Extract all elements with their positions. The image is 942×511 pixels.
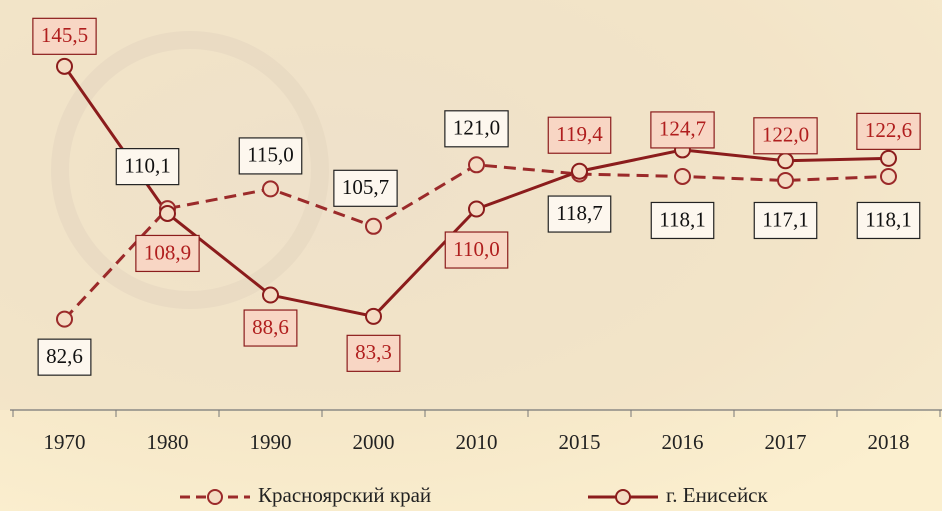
point-marker: [262, 286, 279, 304]
legend-label: Красноярский край: [258, 483, 431, 507]
x-tick-label: 1990: [250, 430, 292, 454]
point-marker: [777, 152, 794, 170]
point-marker: [880, 149, 897, 167]
data-label-box: [115, 148, 180, 186]
point-marker: [468, 200, 485, 218]
data-label: 83,3: [355, 340, 392, 364]
point-marker: [262, 180, 279, 198]
point-marker: [777, 171, 794, 189]
data-label: 110,0: [453, 237, 499, 261]
point-marker: [365, 307, 382, 325]
data-label: 121,0: [453, 116, 500, 140]
data-label-box: [37, 338, 92, 376]
data-label: 145,5: [41, 23, 88, 47]
data-label-box: [650, 111, 715, 149]
point-marker: [56, 57, 73, 75]
data-label: 119,4: [556, 122, 603, 146]
x-tick-label: 2018: [868, 430, 910, 454]
data-label-box: [547, 116, 612, 154]
legend-label: г. Енисейск: [666, 483, 769, 507]
data-label-box: [444, 110, 509, 148]
legend-marker: [207, 489, 223, 505]
x-tick-label: 2000: [353, 430, 395, 454]
data-label: 105,7: [342, 175, 389, 199]
data-label: 122,6: [865, 118, 912, 142]
data-label: 118,1: [659, 207, 705, 231]
legend-marker: [615, 489, 631, 505]
data-label-box: [650, 201, 715, 240]
point-marker: [468, 156, 485, 174]
data-label: 82,6: [46, 344, 83, 368]
point-marker: [56, 310, 73, 328]
data-label-box: [333, 169, 398, 207]
x-tick-label: 2015: [559, 430, 601, 454]
data-label: 124,7: [659, 117, 706, 141]
data-label-box: [243, 309, 298, 347]
x-tick-label: 1970: [44, 430, 86, 454]
data-label-box: [856, 112, 921, 150]
x-tick-label: 2016: [662, 430, 704, 454]
point-marker: [880, 167, 897, 185]
data-label-box: [135, 234, 200, 273]
data-label: 118,1: [865, 207, 911, 231]
data-label-box: [444, 231, 509, 269]
data-label: 115,0: [247, 143, 293, 167]
x-tick-label: 2010: [456, 430, 498, 454]
data-label: 108,9: [144, 240, 191, 264]
point-marker: [674, 167, 691, 185]
data-label: 122,0: [762, 123, 809, 147]
data-label-box: [753, 117, 818, 155]
data-label: 118,7: [556, 201, 602, 225]
data-label: 110,1: [124, 153, 170, 177]
data-label-box: [346, 334, 401, 372]
data-label-box: [547, 195, 612, 233]
point-marker: [571, 162, 588, 180]
data-label-box: [753, 201, 818, 240]
data-label-box: [238, 137, 303, 175]
data-label: 88,6: [252, 315, 289, 339]
data-label-box: [32, 17, 97, 55]
data-label-box: [856, 201, 921, 240]
x-tick-label: 2017: [765, 430, 807, 454]
point-marker: [365, 217, 382, 235]
point-marker: [159, 204, 176, 222]
data-label: 117,1: [762, 207, 808, 231]
decor: [51, 31, 329, 309]
x-tick-label: 1980: [147, 430, 189, 454]
